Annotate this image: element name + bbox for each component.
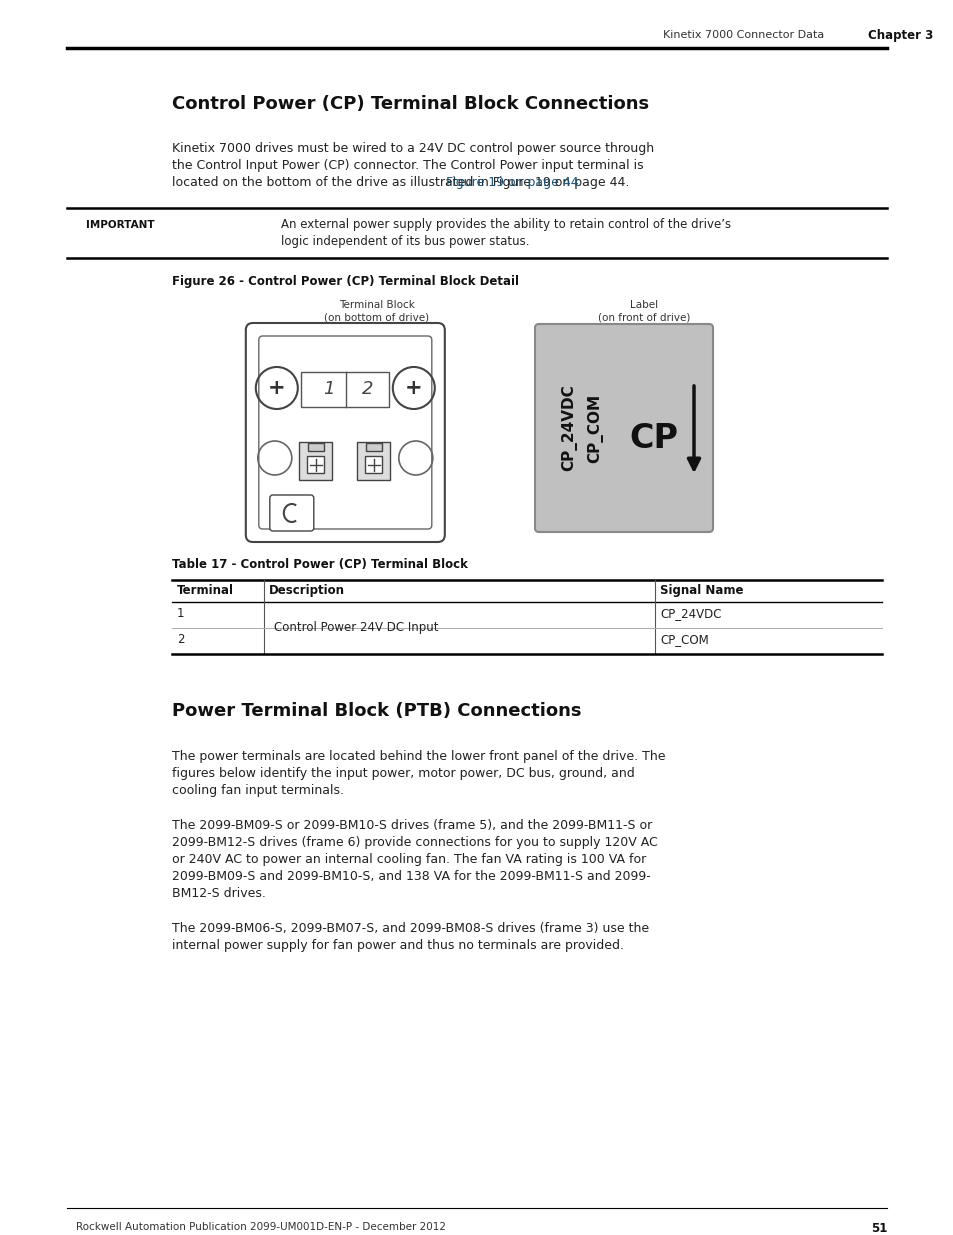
- Text: The power terminals are located behind the lower front panel of the drive. The: The power terminals are located behind t…: [172, 750, 664, 763]
- Text: +: +: [268, 378, 285, 398]
- Text: Description: Description: [269, 584, 345, 597]
- Text: Control Power (CP) Terminal Block Connections: Control Power (CP) Terminal Block Connec…: [172, 95, 648, 112]
- Text: logic independent of its bus power status.: logic independent of its bus power statu…: [281, 235, 529, 248]
- Text: CP_24VDC: CP_24VDC: [560, 384, 577, 472]
- Text: internal power supply for fan power and thus no terminals are provided.: internal power supply for fan power and …: [172, 939, 623, 952]
- Text: BM12-S drives.: BM12-S drives.: [172, 887, 265, 900]
- Text: 1: 1: [323, 380, 335, 399]
- Text: Terminal: Terminal: [176, 584, 233, 597]
- Text: IMPORTANT: IMPORTANT: [86, 220, 154, 230]
- Bar: [300, 372, 389, 408]
- Text: (on front of drive): (on front of drive): [598, 312, 689, 322]
- Text: figures below identify the input power, motor power, DC bus, ground, and: figures below identify the input power, …: [172, 767, 634, 781]
- Text: Figure 26 - Control Power (CP) Terminal Block Detail: Figure 26 - Control Power (CP) Terminal …: [172, 275, 518, 288]
- Text: CP_COM: CP_COM: [586, 394, 602, 463]
- Text: or 240V AC to power an internal cooling fan. The fan VA rating is 100 VA for: or 240V AC to power an internal cooling …: [172, 853, 645, 866]
- Text: Label: Label: [629, 300, 658, 310]
- Text: CP_24VDC: CP_24VDC: [659, 606, 720, 620]
- FancyBboxPatch shape: [246, 324, 444, 542]
- FancyBboxPatch shape: [258, 336, 432, 529]
- Text: 2: 2: [362, 380, 374, 399]
- Text: Figure 19 on page 44: Figure 19 on page 44: [446, 177, 578, 189]
- Text: Power Terminal Block (PTB) Connections: Power Terminal Block (PTB) Connections: [172, 701, 580, 720]
- Text: Rockwell Automation Publication 2099-UM001D-EN-P - December 2012: Rockwell Automation Publication 2099-UM0…: [76, 1221, 446, 1233]
- Text: Kinetix 7000 Connector Data: Kinetix 7000 Connector Data: [662, 30, 823, 40]
- Text: The 2099-BM06-S, 2099-BM07-S, and 2099-BM08-S drives (frame 3) use the: The 2099-BM06-S, 2099-BM07-S, and 2099-B…: [172, 923, 648, 935]
- Bar: [365, 443, 381, 451]
- FancyBboxPatch shape: [270, 495, 314, 531]
- Bar: [308, 443, 323, 451]
- Text: +: +: [405, 378, 422, 398]
- Text: the Control Input Power (CP) connector. The Control Power input terminal is: the Control Input Power (CP) connector. …: [172, 159, 642, 172]
- Text: Table 17 - Control Power (CP) Terminal Block: Table 17 - Control Power (CP) Terminal B…: [172, 558, 467, 571]
- Text: Chapter 3: Chapter 3: [867, 28, 932, 42]
- FancyBboxPatch shape: [535, 324, 712, 532]
- Text: CP: CP: [629, 421, 678, 454]
- Text: The 2099-BM09-S or 2099-BM10-S drives (frame 5), and the 2099-BM11-S or: The 2099-BM09-S or 2099-BM10-S drives (f…: [172, 819, 651, 832]
- Bar: [356, 442, 390, 480]
- Bar: [364, 456, 381, 473]
- Text: cooling fan input terminals.: cooling fan input terminals.: [172, 784, 343, 797]
- Text: An external power supply provides the ability to retain control of the drive’s: An external power supply provides the ab…: [281, 219, 731, 231]
- Text: 2099-BM12-S drives (frame 6) provide connections for you to supply 120V AC: 2099-BM12-S drives (frame 6) provide con…: [172, 836, 657, 848]
- Bar: [307, 456, 323, 473]
- Text: 2099-BM09-S and 2099-BM10-S, and 138 VA for the 2099-BM11-S and 2099-: 2099-BM09-S and 2099-BM10-S, and 138 VA …: [172, 869, 650, 883]
- Text: Terminal Block: Terminal Block: [338, 300, 415, 310]
- Text: (on bottom of drive): (on bottom of drive): [324, 312, 429, 322]
- Text: Signal Name: Signal Name: [659, 584, 742, 597]
- Text: 1: 1: [176, 606, 184, 620]
- Text: CP_COM: CP_COM: [659, 634, 708, 646]
- Text: 51: 51: [870, 1221, 886, 1235]
- Bar: [298, 442, 332, 480]
- Text: located on the bottom of the drive as illustrated in Figure 19 on page 44.: located on the bottom of the drive as il…: [172, 177, 628, 189]
- Text: 2: 2: [176, 634, 184, 646]
- Text: Control Power 24V DC Input: Control Power 24V DC Input: [274, 621, 438, 635]
- Text: Kinetix 7000 drives must be wired to a 24V DC control power source through: Kinetix 7000 drives must be wired to a 2…: [172, 142, 653, 156]
